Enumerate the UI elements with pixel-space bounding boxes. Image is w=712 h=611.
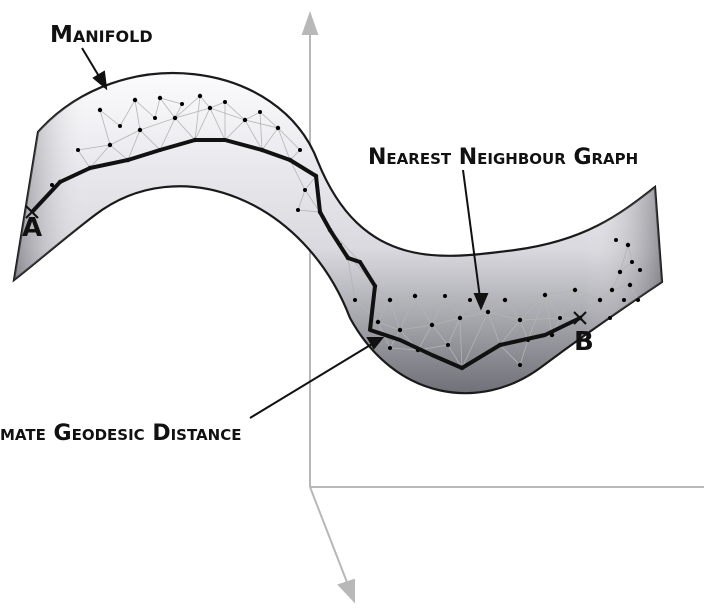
- manifold-pointer-arrow-icon: [92, 70, 108, 91]
- approximate-geodesic-distance-label: mate Geodesic Distance: [0, 421, 241, 446]
- nearest-neighbour-graph-label: Nearest Neighbour Graph: [368, 145, 638, 170]
- geodesic-path: [30, 138, 581, 370]
- geodesic-pointer: [249, 343, 373, 419]
- manifold-pointer: [81, 47, 101, 79]
- depth-axis: [309, 486, 351, 591]
- manifold-surface: [12, 72, 664, 395]
- callout-pointers: [81, 47, 489, 419]
- graph-pointer: [462, 169, 481, 299]
- point-a-label: A: [22, 213, 42, 243]
- depth-axis-arrow-icon: [337, 578, 355, 604]
- graph-pointer-arrow-icon: [473, 293, 489, 311]
- vertical-axis-arrow-icon: [301, 10, 319, 35]
- point-b-label: B: [574, 327, 594, 357]
- endpoint-markers: [25, 205, 587, 325]
- geodesic-pointer-arrow-icon: [366, 337, 385, 350]
- manifold-label: Manifold: [50, 22, 153, 48]
- coordinate-axes: [301, 10, 704, 604]
